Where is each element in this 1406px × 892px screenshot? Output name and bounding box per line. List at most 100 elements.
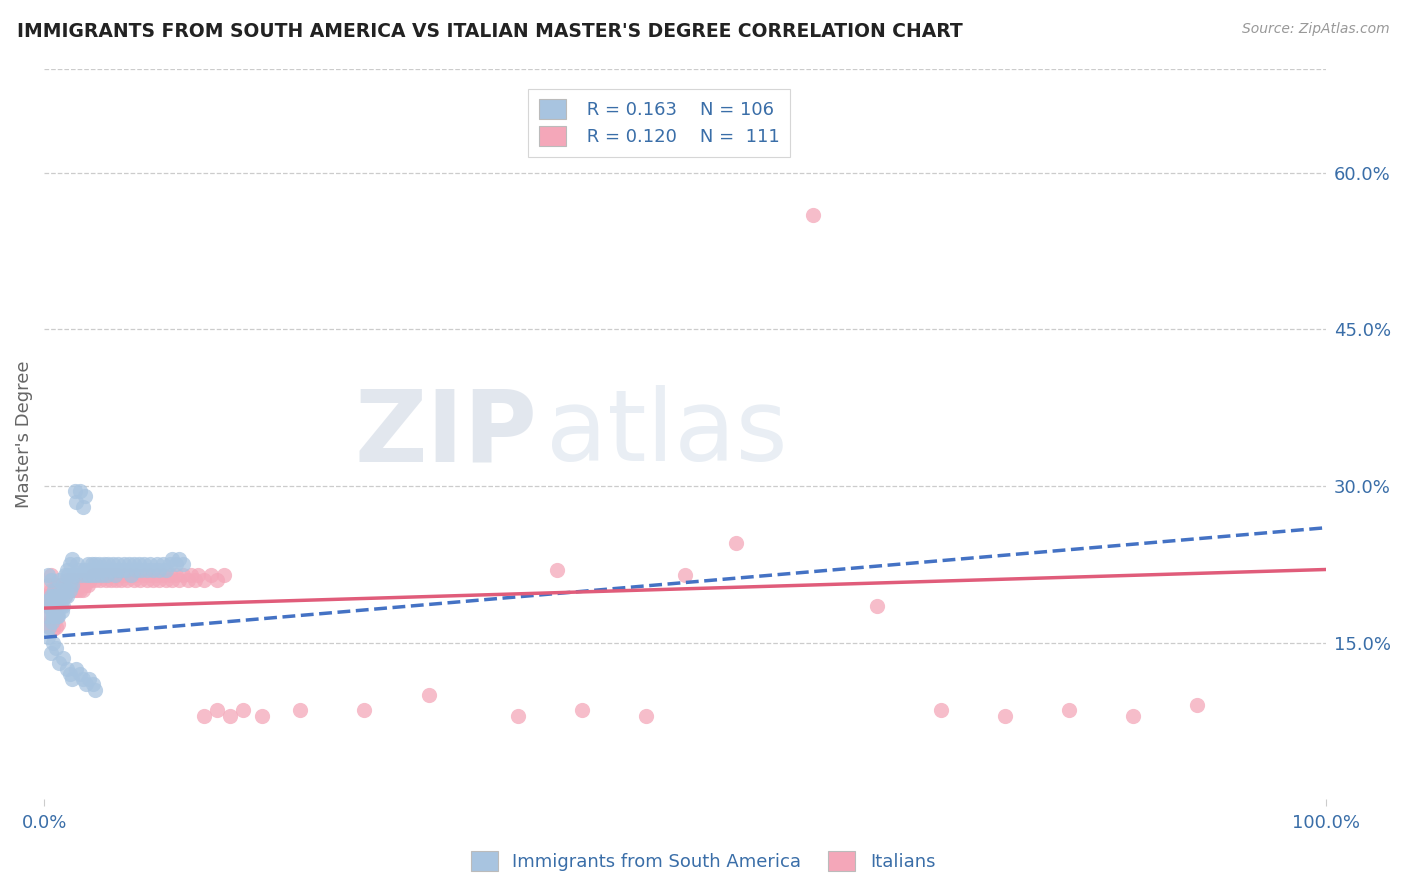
Point	[49, 583, 72, 598]
Point	[103, 567, 125, 582]
Point	[60, 573, 83, 587]
Text: ZIP: ZIP	[354, 385, 537, 483]
Point	[72, 583, 94, 598]
Point	[118, 567, 141, 582]
Point	[51, 589, 73, 603]
Point	[63, 484, 86, 499]
Point	[77, 672, 100, 686]
Point	[80, 558, 103, 572]
Point	[41, 615, 63, 629]
Point	[162, 573, 184, 587]
Point	[37, 567, 59, 582]
Point	[38, 589, 60, 603]
Point	[193, 708, 215, 723]
Point	[37, 616, 59, 631]
Point	[148, 562, 170, 576]
Point	[79, 573, 101, 587]
Point	[508, 708, 530, 723]
Point	[673, 567, 696, 582]
Point	[180, 567, 202, 582]
Point	[65, 662, 87, 676]
Point	[77, 573, 100, 587]
Point	[35, 594, 58, 608]
Point	[70, 573, 93, 587]
Point	[122, 558, 145, 572]
Point	[42, 622, 65, 636]
Point	[146, 567, 169, 582]
Point	[37, 578, 59, 592]
Point	[66, 558, 89, 572]
Point	[72, 672, 94, 686]
Point	[70, 567, 93, 582]
Point	[165, 558, 187, 572]
Point	[104, 567, 127, 582]
Point	[100, 573, 122, 587]
Point	[73, 562, 96, 576]
Point	[46, 616, 69, 631]
Point	[38, 620, 60, 634]
Point	[142, 573, 165, 587]
Point	[46, 589, 69, 603]
Point	[142, 562, 165, 576]
Point	[35, 609, 58, 624]
Point	[86, 567, 108, 582]
Point	[90, 567, 112, 582]
Point	[53, 589, 76, 603]
Point	[44, 583, 66, 598]
Point	[250, 708, 273, 723]
Point	[38, 599, 60, 613]
Point	[59, 558, 82, 572]
Point	[52, 578, 75, 592]
Point	[1057, 703, 1080, 717]
Point	[39, 573, 62, 587]
Point	[91, 562, 114, 576]
Point	[146, 558, 169, 572]
Text: atlas: atlas	[547, 385, 787, 483]
Point	[45, 589, 67, 603]
Point	[112, 558, 135, 572]
Point	[187, 567, 209, 582]
Point	[89, 558, 111, 572]
Point	[56, 583, 79, 598]
Point	[128, 558, 150, 572]
Point	[58, 567, 80, 582]
Point	[44, 583, 66, 598]
Point	[45, 589, 67, 603]
Point	[801, 208, 824, 222]
Point	[110, 562, 132, 576]
Point	[84, 682, 107, 697]
Text: Source: ZipAtlas.com: Source: ZipAtlas.com	[1241, 22, 1389, 37]
Point	[994, 708, 1017, 723]
Point	[82, 567, 104, 582]
Point	[155, 562, 177, 576]
Point	[46, 609, 69, 624]
Point	[91, 567, 114, 582]
Point	[56, 662, 79, 676]
Point	[53, 567, 76, 582]
Point	[139, 558, 162, 572]
Point	[49, 578, 72, 592]
Point	[45, 609, 67, 624]
Point	[69, 484, 91, 499]
Point	[155, 573, 177, 587]
Point	[159, 558, 181, 572]
Point	[62, 578, 84, 592]
Point	[79, 562, 101, 576]
Point	[82, 567, 104, 582]
Point	[172, 567, 194, 582]
Point	[122, 573, 145, 587]
Point	[67, 573, 90, 587]
Point	[172, 558, 194, 572]
Point	[75, 578, 97, 592]
Point	[162, 552, 184, 566]
Point	[129, 573, 152, 587]
Point	[53, 589, 76, 603]
Point	[49, 599, 72, 613]
Point	[77, 567, 100, 582]
Point	[60, 573, 83, 587]
Point	[353, 703, 375, 717]
Point	[148, 573, 170, 587]
Point	[176, 573, 198, 587]
Point	[37, 609, 59, 624]
Point	[110, 573, 132, 587]
